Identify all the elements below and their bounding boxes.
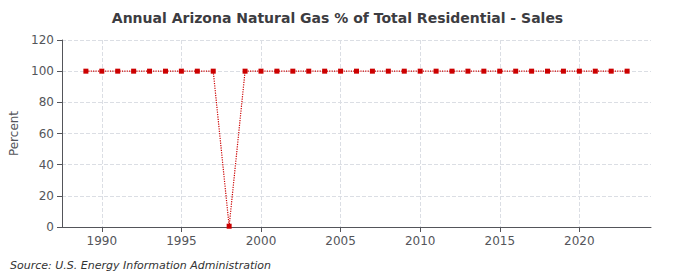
svg-text:80: 80 [39,95,54,109]
svg-text:20: 20 [39,189,54,203]
svg-text:2000: 2000 [246,234,277,248]
svg-text:Source: U.S. Energy Informatio: Source: U.S. Energy Information Administ… [10,259,271,272]
svg-text:100: 100 [31,64,54,78]
svg-text:2005: 2005 [325,234,356,248]
svg-text:2015: 2015 [484,234,515,248]
svg-text:0: 0 [46,220,54,234]
svg-text:Annual Arizona Natural Gas % o: Annual Arizona Natural Gas % of Total Re… [112,10,563,26]
svg-text:Percent: Percent [7,111,21,156]
svg-text:40: 40 [39,158,54,172]
svg-text:2010: 2010 [405,234,436,248]
svg-text:2020: 2020 [564,234,595,248]
svg-text:1990: 1990 [87,234,118,248]
svg-text:1995: 1995 [166,234,197,248]
svg-text:120: 120 [31,33,54,47]
svg-text:60: 60 [39,127,54,141]
